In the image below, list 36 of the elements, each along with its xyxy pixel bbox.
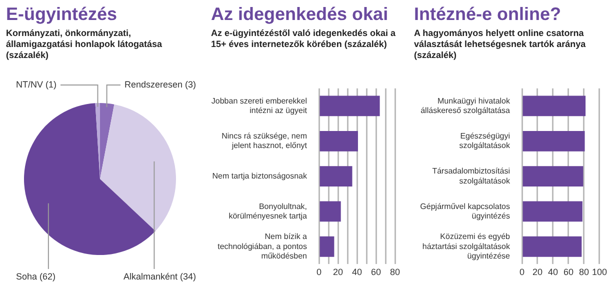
chart-subtitle: Az e-ügyintézéstől való idegenkedés okai a 15+ éves internetezők körében (százalék)	[211, 28, 397, 50]
y-tick-label: Munkaügyi hivatalok álláskereső szolgáltatása	[420, 96, 511, 115]
y-tick-label: Jobban szereti emberekkel intézni az ügyeit	[211, 96, 308, 115]
y-tick-label: Nem bízik a technológiában, a pontos működésben	[218, 232, 308, 260]
x-tick-label: 0	[519, 267, 525, 278]
bar	[320, 166, 352, 186]
x-tick-label: 40	[352, 267, 362, 278]
x-tick-label: 20	[532, 267, 543, 278]
y-tick-label: Nincs rá szüksége, nem jelent hasznot, előnyt	[222, 132, 308, 150]
y-tick-label: Társadalombiztosítási szolgáltatások	[432, 166, 511, 186]
x-tick-label: 0	[316, 267, 322, 278]
y-tick-label: Egészségügyi szolgáltatások	[459, 132, 511, 150]
slice-label: Alkalmanként (34)	[123, 271, 196, 282]
x-tick-label: 100	[592, 267, 608, 278]
x-tick-label: 40	[548, 267, 558, 278]
chart-subtitle: Kormányzati, önkormányzati, államigazgatási honlapok látogatása (százalék)	[6, 28, 164, 61]
chart-title: Az idegenkedés okai	[211, 4, 388, 25]
y-tick-label: Bonyolultnak, körülményesnek tartja	[228, 202, 308, 220]
y-tick-label: Közüzemi és egyéb háztartási szolgáltatások ügyintézése	[422, 232, 511, 260]
chart-title: E-ügyintézés	[6, 4, 118, 25]
x-tick-label: 80	[390, 267, 400, 278]
bar	[320, 201, 341, 222]
x-tick-label: 20	[332, 267, 344, 278]
x-tick-label: 60	[370, 267, 382, 278]
bar	[320, 96, 380, 116]
chart-title: Intézné-e online?	[414, 4, 562, 25]
x-tick-label: 80	[578, 267, 589, 278]
y-tick-label: Gépjárművel kapcsolatos ügyintézés	[420, 202, 510, 220]
bar	[320, 236, 334, 257]
slice-label: Soha (62)	[16, 271, 56, 282]
chart-subtitle: A hagyományos helyett online csatorna választását lehetségesnek tartók aránya (százalék)	[414, 28, 587, 61]
y-tick-label: Nem tartja biztonságosnak	[212, 172, 308, 181]
slice-label: Rendszeresen (3)	[124, 79, 196, 90]
x-tick-label: 60	[563, 267, 574, 278]
slice-label: NT/NV (1)	[16, 79, 57, 90]
bar	[320, 130, 358, 152]
